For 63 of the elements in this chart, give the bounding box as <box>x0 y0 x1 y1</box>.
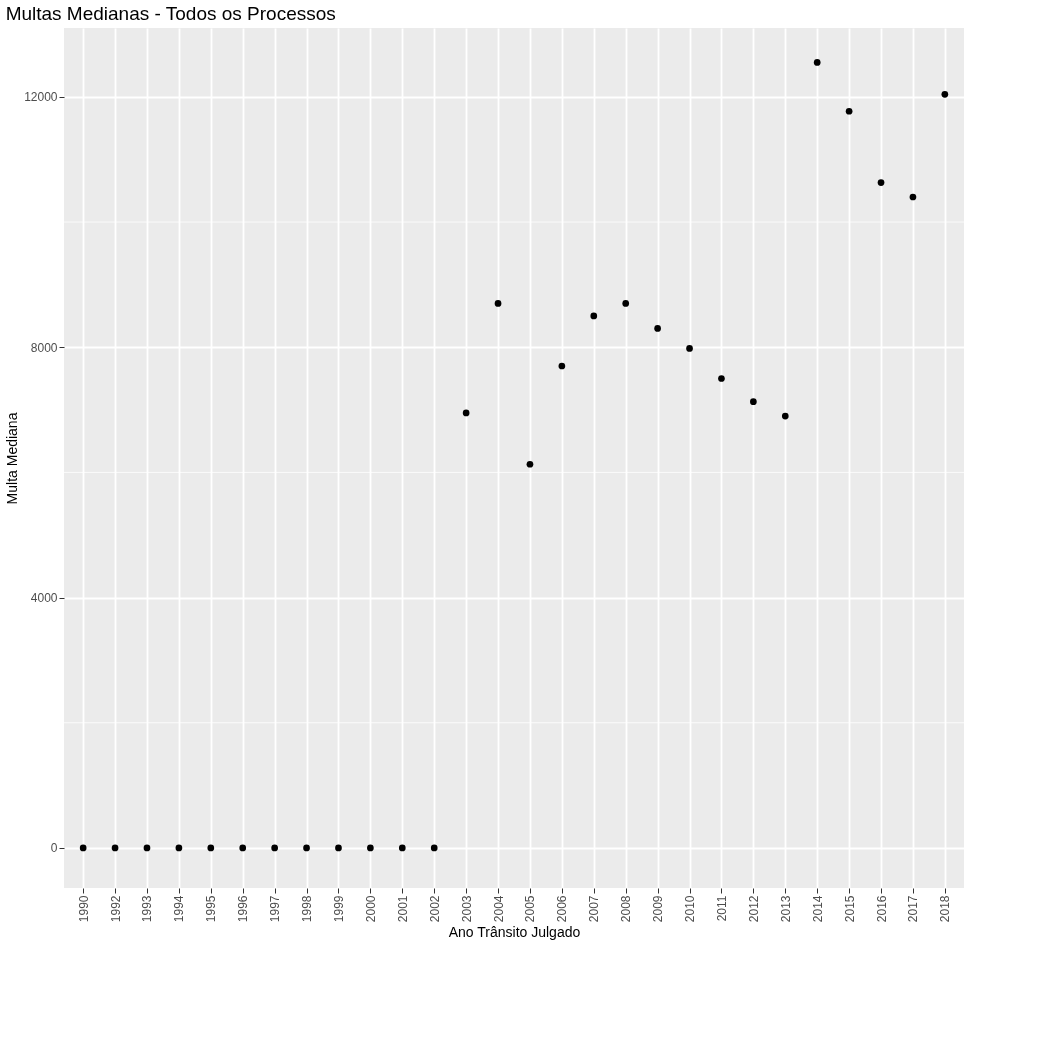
point <box>654 325 661 332</box>
point <box>622 300 630 307</box>
y-tick-label: 12000 <box>24 90 58 105</box>
x-tick-label: 1999 <box>331 895 346 923</box>
chart-title: Multas Medianas - Todos os Processos <box>5 3 336 24</box>
x-tick-label: 1994 <box>172 895 187 923</box>
x-tick-label: 2013 <box>778 895 793 923</box>
x-axis-title: Ano Trânsito Julgado <box>448 924 581 941</box>
x-tick-label: 2012 <box>746 895 761 923</box>
point <box>590 312 598 320</box>
point <box>941 91 949 98</box>
x-tick-label: 2017 <box>906 895 921 923</box>
point <box>367 844 374 852</box>
x-tick-label: 1998 <box>300 895 315 923</box>
x-tick-label: 2004 <box>491 895 506 923</box>
point <box>335 844 342 852</box>
point <box>271 844 278 852</box>
x-tick-label: 2002 <box>427 895 442 923</box>
x-tick-label: 2018 <box>938 895 953 923</box>
y-tick-label: 0 <box>50 841 58 856</box>
point <box>558 362 566 370</box>
x-tick-label: 1990 <box>76 895 91 923</box>
x-tick-label: 2003 <box>459 895 474 923</box>
point <box>781 412 789 420</box>
x-tick-label: 2001 <box>395 895 410 923</box>
y-axis-title: Multa Mediana <box>4 412 21 505</box>
point <box>143 844 151 852</box>
x-tick-label: 2005 <box>523 895 538 923</box>
x-tick-label: 2009 <box>651 895 666 923</box>
point <box>430 844 438 852</box>
point <box>462 409 470 417</box>
x-tick-label: 1996 <box>236 895 251 923</box>
x-tick-label: 2016 <box>874 895 889 923</box>
point <box>303 844 310 852</box>
point <box>526 460 534 468</box>
point <box>909 193 917 201</box>
x-tick-label: 1995 <box>204 895 219 923</box>
x-tick-label: 2008 <box>619 895 634 923</box>
x-tick-label: 1993 <box>140 895 155 923</box>
x-tick-label: 2015 <box>842 895 857 923</box>
x-tick-label: 2006 <box>555 895 570 923</box>
point <box>686 345 693 352</box>
point <box>494 300 502 307</box>
x-tick-label: 2007 <box>587 895 602 923</box>
point <box>845 107 853 115</box>
point <box>79 844 87 852</box>
x-tick-label: 2010 <box>683 895 698 923</box>
x-tick-label: 2011 <box>714 895 729 922</box>
point <box>111 844 119 852</box>
x-tick-label: 2000 <box>363 895 378 923</box>
point <box>175 844 183 852</box>
point <box>750 398 757 406</box>
point <box>239 844 247 852</box>
point <box>877 179 885 186</box>
x-tick-label: 1997 <box>268 895 283 923</box>
point <box>207 844 215 852</box>
x-tick-label: 1992 <box>108 895 123 923</box>
y-tick-label: 4000 <box>30 591 58 606</box>
point <box>813 59 821 66</box>
point <box>398 844 406 852</box>
x-tick-label: 2014 <box>810 895 825 923</box>
point <box>718 375 725 382</box>
y-tick-label: 8000 <box>30 340 58 355</box>
